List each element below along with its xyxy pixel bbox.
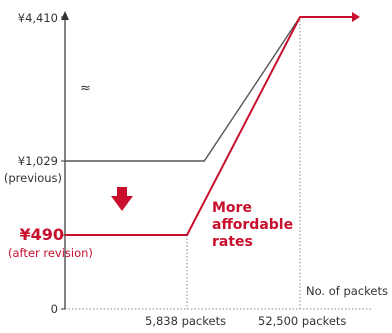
y-tick-sublabel-after-revision: (after revision)	[8, 246, 93, 260]
y-tick-label-1029: ¥1,029	[17, 154, 58, 168]
x-tick-label-5838: 5,838 packets	[145, 314, 227, 328]
series-arrow-head	[352, 12, 360, 22]
annotation-affordable-rates: More affordable rates	[212, 200, 294, 250]
y-tick-sublabel-previous: (previous)	[3, 171, 62, 185]
x-tick-label-52500: 52,500 packets	[258, 314, 347, 328]
axis-break-mark: ≈	[80, 81, 91, 96]
y-tick-label-4410: ¥4,410	[17, 11, 58, 25]
x-axis-title: No. of packets	[306, 284, 388, 298]
y-tick-label-490: ¥490	[19, 225, 64, 244]
y-tick-label-0: 0	[50, 302, 58, 316]
series-line-previous	[65, 16, 348, 162]
price-drop-arrow-icon	[111, 187, 133, 211]
series-line-after-revision	[65, 16, 352, 236]
y-axis-arrow	[61, 11, 69, 20]
